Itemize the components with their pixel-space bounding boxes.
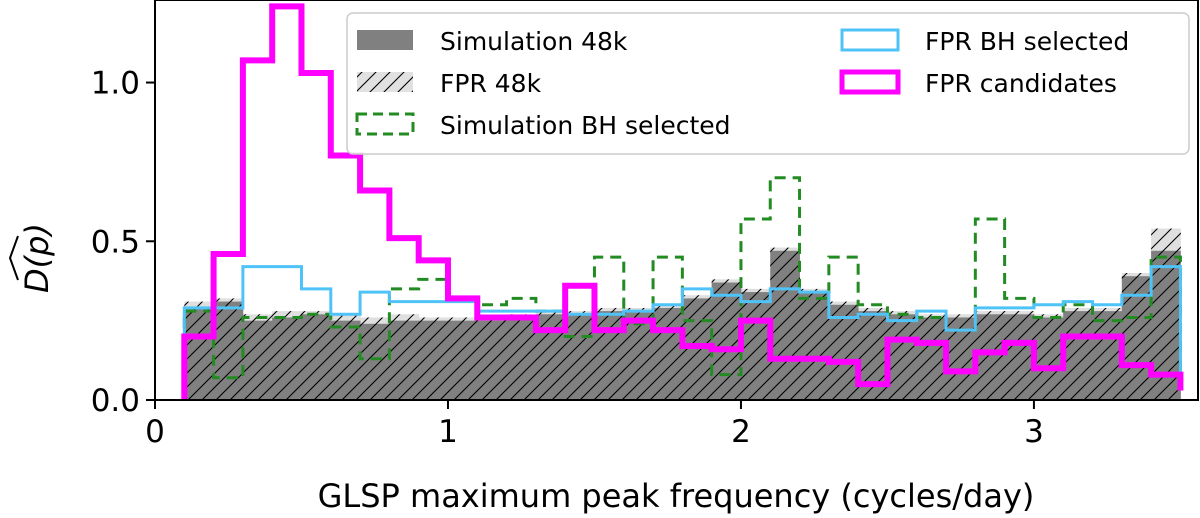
- histogram-layer: [181, 3, 1184, 400]
- x-tick-label: 0: [145, 414, 165, 450]
- hatch-bar-fpr-48k: [418, 317, 449, 400]
- legend-swatch-simulation-48k: [357, 30, 413, 50]
- hatch-bar-fpr-48k: [301, 311, 332, 400]
- plot-frame: [154, 0, 1199, 401]
- y-tick-label: 0.5: [91, 224, 140, 260]
- y-tick-label: 1.0: [91, 66, 140, 102]
- axis-ticks: 0 1 2 3 0.0 0.5 1.0: [91, 66, 1044, 450]
- hatch-bar-fpr-48k: [711, 279, 742, 400]
- step-line-simulation-bh-selected: [182, 176, 1182, 400]
- legend: Simulation 48k FPR 48k Simulation BH sel…: [346, 12, 1190, 155]
- legend-swatch-fpr-bh-selected: [840, 28, 900, 52]
- hatch-bar-fpr-48k: [1004, 311, 1035, 400]
- hatch-bar-fpr-48k: [653, 304, 683, 400]
- x-tick-label: 1: [438, 414, 458, 450]
- x-tick-label: 3: [1024, 414, 1044, 450]
- x-axis-label: GLSP maximum peak frequency (cycles/day): [318, 477, 1035, 515]
- hatch-bar-fpr-48k: [946, 314, 976, 400]
- hatch-bar-fpr-48k: [389, 314, 420, 400]
- hatch-bar-fpr-48k: [272, 311, 302, 400]
- legend-label-fpr-bh-selected: FPR BH selected: [925, 27, 1129, 56]
- hatch-bar-fpr-48k: [330, 314, 361, 400]
- hatch-bar-fpr-48k: [477, 317, 507, 400]
- hatch-bar-fpr-48k: [916, 314, 947, 400]
- x-tick-label: 2: [731, 414, 751, 450]
- step-line-fpr-candidates: [181, 3, 1184, 400]
- hatch-bar-fpr-48k: [184, 301, 214, 400]
- legend-frame: [346, 12, 1190, 155]
- hatch-bar-fpr-48k: [594, 307, 625, 400]
- legend-label-fpr-candidates: FPR candidates: [925, 69, 1117, 98]
- hatch-bar-fpr-48k: [535, 311, 566, 400]
- hatch-bar-fpr-48k: [1092, 307, 1123, 400]
- hatch-bar-fpr-48k: [447, 317, 478, 400]
- hatch-bar-fpr-48k: [887, 311, 918, 400]
- hatch-bar-fpr-48k: [975, 311, 1006, 400]
- y-tick-label: 0.0: [91, 383, 140, 419]
- legend-label-simulation-bh-selected: Simulation BH selected: [440, 111, 731, 140]
- y-axis-label-text: D(p): [18, 223, 56, 293]
- hatch-bar-fpr-48k: [1033, 314, 1064, 400]
- hatch-bar-fpr-48k: [799, 288, 830, 400]
- hatch-bar-fpr-48k: [740, 288, 771, 400]
- legend-label-fpr-48k: FPR 48k: [440, 69, 542, 98]
- y-axis-label: D(p): [8, 223, 56, 293]
- step-line-fpr-bh-selected: [182, 265, 1182, 400]
- hatch-bar-fpr-48k: [565, 311, 595, 400]
- hatch-bar-fpr-48k: [770, 247, 800, 400]
- hatch-bar-fpr-48k: [1063, 307, 1093, 400]
- legend-swatch-simulation-bh-selected: [355, 112, 415, 136]
- legend-label-simulation-48k: Simulation 48k: [440, 27, 628, 56]
- hatch-bar-fpr-48k: [242, 314, 273, 400]
- y-axis-label-hat: [8, 235, 19, 281]
- hatch-bar-fpr-48k: [1121, 273, 1152, 400]
- legend-swatch-fpr-48k-hatch: [357, 72, 413, 92]
- legend-swatch-fpr-candidates: [839, 69, 901, 95]
- hatch-bar-fpr-48k: [213, 298, 244, 400]
- hatch-bar-fpr-48k: [506, 314, 537, 400]
